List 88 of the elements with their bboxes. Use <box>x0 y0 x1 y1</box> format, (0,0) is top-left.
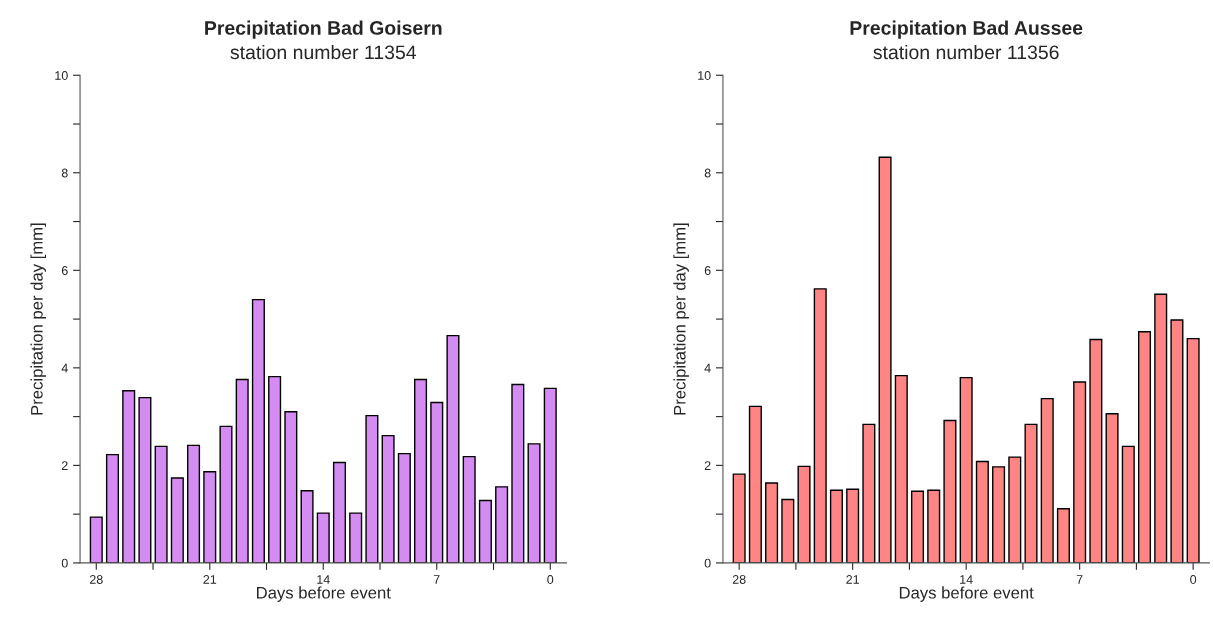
bar <box>1008 456 1022 563</box>
bar <box>543 387 557 563</box>
bar <box>462 455 476 563</box>
bar <box>1073 381 1087 563</box>
y-tick-label: 8 <box>704 168 711 178</box>
x-axis-title: Days before event <box>899 586 1034 602</box>
bar <box>846 488 860 563</box>
y-axis-title: Precipitation per day [mm] <box>30 223 47 415</box>
y-tick-label: 6 <box>704 266 711 275</box>
bar <box>527 443 541 563</box>
bar <box>1170 319 1184 563</box>
y-tick-label: 6 <box>61 266 68 275</box>
x-tick-label: 7 <box>433 575 440 584</box>
bar <box>235 378 249 563</box>
bar <box>122 390 136 563</box>
bar <box>332 461 347 563</box>
bar <box>992 466 1006 563</box>
y-tick-label: 2 <box>61 461 68 470</box>
bar <box>446 334 460 563</box>
bar <box>910 490 925 563</box>
bar <box>1040 397 1054 563</box>
bar <box>251 298 265 563</box>
bar <box>927 489 941 563</box>
x-tick-label: 28 <box>89 575 103 584</box>
x-tick-label: 14 <box>317 575 330 584</box>
x-tick-label: 28 <box>732 575 746 584</box>
bar <box>1024 423 1038 563</box>
bar <box>397 452 411 563</box>
bar <box>1154 293 1168 563</box>
bar <box>894 374 908 563</box>
chart-subtitle: station number 11354 <box>230 44 417 60</box>
x-tick-label: 21 <box>846 575 859 584</box>
bar <box>862 423 876 563</box>
bar <box>829 489 843 563</box>
bar <box>765 482 779 563</box>
y-tick-label: 10 <box>55 71 68 80</box>
bar <box>748 405 762 563</box>
bar <box>1137 331 1152 563</box>
bar <box>511 383 525 563</box>
chart-title: Precipitation Bad Goisern <box>205 20 442 39</box>
bar <box>414 378 428 563</box>
x-tick-label: 0 <box>1190 575 1197 584</box>
x-tick-label: 7 <box>1076 575 1083 584</box>
bar <box>813 288 827 563</box>
y-tick-label: 4 <box>704 363 711 373</box>
bar <box>284 411 298 563</box>
bar <box>975 460 989 563</box>
bar <box>365 414 379 563</box>
bar <box>1056 508 1070 563</box>
bar <box>268 375 282 563</box>
bar <box>495 486 509 563</box>
bar <box>203 471 217 563</box>
bar <box>154 445 168 563</box>
y-tick-label: 8 <box>61 168 68 178</box>
bar <box>219 425 233 563</box>
y-tick-label: 2 <box>704 461 711 470</box>
chart-subtitle: station number 11356 <box>873 44 1059 60</box>
x-tick-label: 14 <box>960 575 973 584</box>
bar <box>959 376 973 563</box>
chart-title: Precipitation Bad Aussee <box>850 20 1083 39</box>
bar <box>381 434 395 563</box>
bar <box>187 444 201 563</box>
bar <box>732 473 746 563</box>
bar <box>878 156 892 563</box>
x-tick-label: 21 <box>203 575 217 584</box>
bar <box>1186 337 1200 563</box>
bar <box>316 512 330 563</box>
bar <box>170 477 184 563</box>
bar <box>797 465 811 563</box>
bar <box>349 512 363 563</box>
bar <box>1121 445 1135 563</box>
bar <box>943 419 957 563</box>
y-tick-label: 0 <box>704 558 711 568</box>
bar <box>1089 338 1103 563</box>
y-tick-label: 0 <box>61 558 68 568</box>
x-axis-title: Days before event <box>257 586 391 602</box>
bar <box>478 499 492 563</box>
y-axis-title: Precipitation per day [mm] <box>673 223 689 415</box>
bar <box>138 396 152 563</box>
bar <box>781 498 795 563</box>
bar <box>300 490 314 563</box>
bar <box>89 516 103 563</box>
bar <box>430 401 444 563</box>
bar <box>1105 412 1119 563</box>
y-tick-label: 4 <box>61 363 68 373</box>
bar <box>105 453 120 563</box>
x-tick-label: 0 <box>547 575 554 584</box>
y-tick-label: 10 <box>698 71 711 80</box>
